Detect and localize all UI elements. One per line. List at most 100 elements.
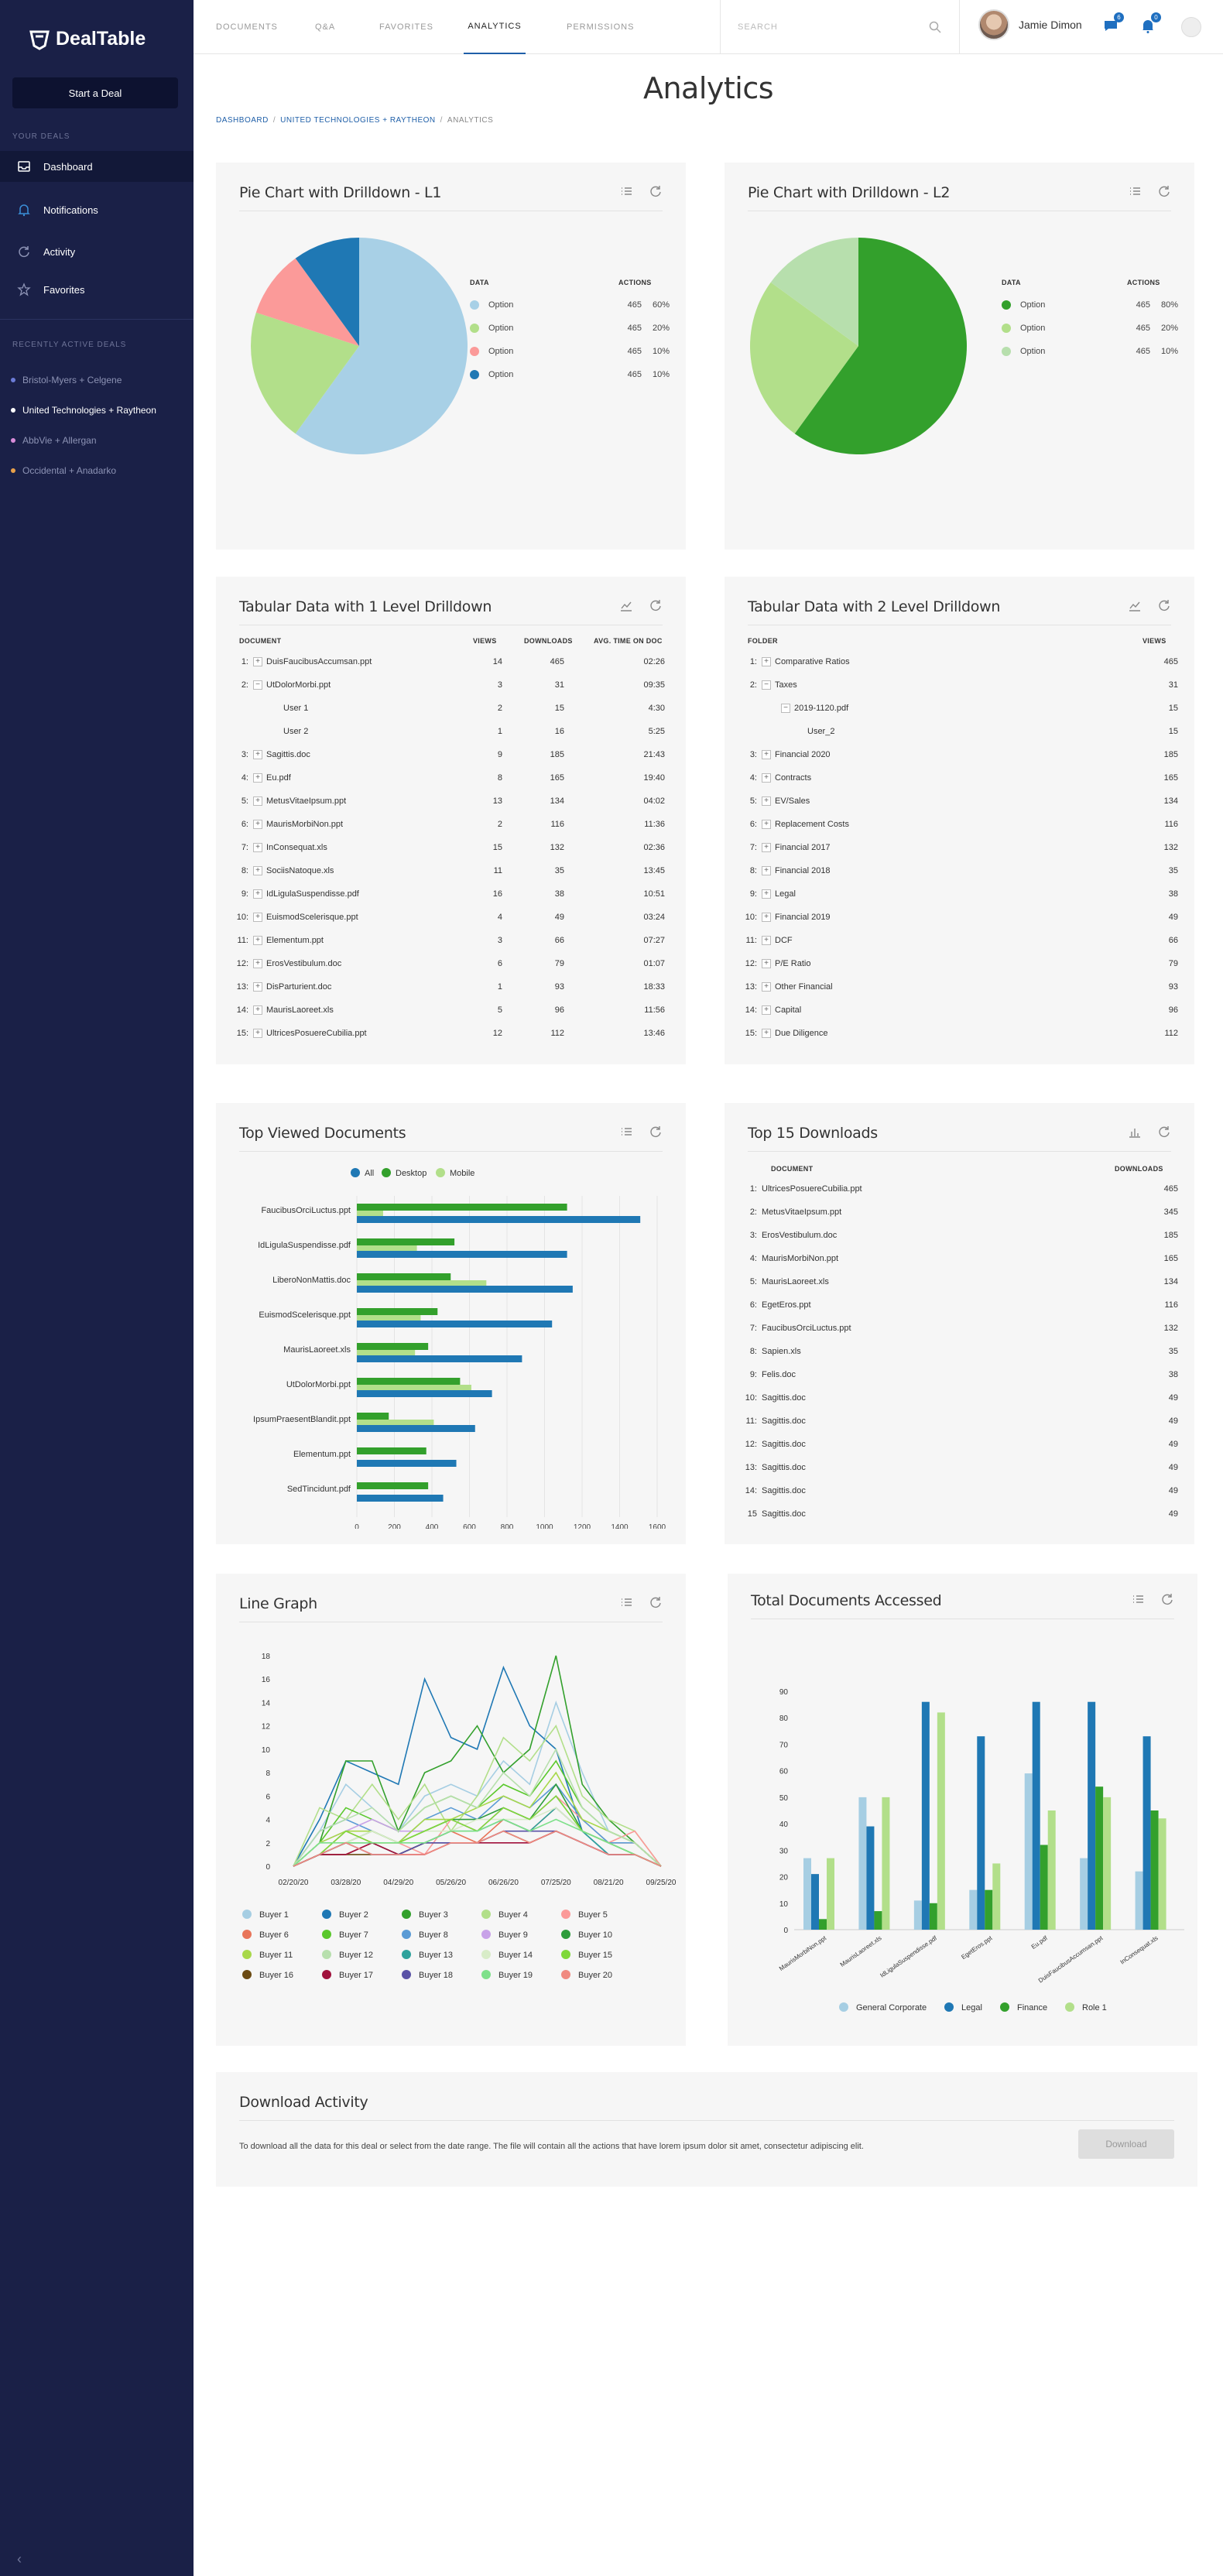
list-icon[interactable]	[1128, 184, 1142, 198]
table-row[interactable]: 15: + Due Diligence 112	[740, 1022, 1181, 1045]
breadcrumb-dashboard[interactable]: DASHBOARD	[216, 116, 269, 125]
table-row[interactable]: 13: + Other Financial 93	[740, 975, 1181, 999]
refresh-icon[interactable]	[1160, 1592, 1174, 1606]
collapse-icon[interactable]: −	[781, 704, 790, 713]
list-item[interactable]: 14: Sagittis.doc 49	[740, 1479, 1181, 1502]
recent-deal-item[interactable]: United Technologies + Raytheon	[11, 405, 156, 416]
recent-deal-item[interactable]: Occidental + Anadarko	[11, 465, 116, 476]
table-row[interactable]: 5: + EV/Sales 134	[740, 790, 1181, 813]
legend-item[interactable]: Option 465 20%	[1002, 324, 1178, 333]
expand-icon[interactable]: +	[762, 982, 771, 992]
expand-icon[interactable]: +	[253, 936, 262, 945]
collapse-icon[interactable]: −	[762, 680, 771, 690]
table-row[interactable]: 9: + Legal 38	[740, 882, 1181, 906]
expand-icon[interactable]: +	[253, 820, 262, 829]
expand-icon[interactable]: +	[253, 959, 262, 968]
list-item[interactable]: 2: MetusVitaeIpsum.ppt 345	[740, 1201, 1181, 1224]
legend-item[interactable]: Option 465 20%	[470, 324, 670, 333]
table-row[interactable]: 8: + Financial 2018 35	[740, 859, 1181, 882]
expand-icon[interactable]: +	[253, 982, 262, 992]
legend-item[interactable]: Option 465 60%	[470, 300, 670, 310]
list-item[interactable]: 15 Sagittis.doc 49	[740, 1502, 1181, 1526]
messages-icon[interactable]: 6	[1102, 12, 1124, 34]
sidebar-item-favorites[interactable]: Favorites	[0, 274, 194, 305]
table-row[interactable]: 6: + MaurisMorbiNon.ppt 2 116 11:36	[231, 813, 673, 836]
refresh-icon[interactable]	[649, 184, 663, 198]
table-row[interactable]: 3: + Financial 2020 185	[740, 743, 1181, 766]
list-item[interactable]: 9: Felis.doc 38	[740, 1363, 1181, 1386]
collapse-icon[interactable]: −	[253, 680, 262, 690]
expand-icon[interactable]: +	[253, 773, 262, 783]
refresh-icon[interactable]	[649, 1595, 663, 1609]
refresh-icon[interactable]	[649, 598, 663, 612]
sidebar-item-notifications[interactable]: Notifications	[0, 194, 194, 225]
table-row[interactable]: 4: + Eu.pdf 8 165 19:40	[231, 766, 673, 790]
refresh-icon[interactable]	[649, 1125, 663, 1139]
expand-icon[interactable]: +	[253, 866, 262, 875]
list-item[interactable]: 3: ErosVestibulum.doc 185	[740, 1224, 1181, 1247]
pie-chart[interactable]	[746, 234, 971, 458]
table-row[interactable]: 4: + Contracts 165	[740, 766, 1181, 790]
table-row[interactable]: 14: + Capital 96	[740, 999, 1181, 1022]
table-row[interactable]: 2: − Taxes 31	[740, 673, 1181, 697]
table-row[interactable]: −2019-1120.pdf 15	[740, 697, 1181, 720]
expand-icon[interactable]: +	[762, 913, 771, 922]
tab-favorites[interactable]: FAVORITES	[379, 22, 433, 32]
expand-icon[interactable]: +	[762, 773, 771, 783]
collapse-sidebar-icon[interactable]: ‹	[17, 2551, 22, 2567]
tab-qa[interactable]: Q&A	[315, 22, 336, 32]
recent-deal-item[interactable]: Bristol-Myers + Celgene	[11, 375, 122, 385]
expand-icon[interactable]: +	[762, 750, 771, 759]
user-menu[interactable]: Jamie Dimon	[978, 9, 1082, 40]
table-row[interactable]: 12: + ErosVestibulum.doc 6 79 01:07	[231, 952, 673, 975]
table-row[interactable]: 9: + IdLigulaSuspendisse.pdf 16 38 10:51	[231, 882, 673, 906]
sidebar-item-activity[interactable]: Activity	[0, 236, 194, 267]
table-row[interactable]: 12: + P/E Ratio 79	[740, 952, 1181, 975]
expand-icon[interactable]: +	[253, 750, 262, 759]
table-row[interactable]: 7: + InConsequat.xls 15 132 02:36	[231, 836, 673, 859]
expand-icon[interactable]: +	[253, 657, 262, 666]
list-item[interactable]: 10: Sagittis.doc 49	[740, 1386, 1181, 1410]
list-icon[interactable]	[619, 1595, 633, 1609]
expand-icon[interactable]: +	[762, 820, 771, 829]
list-item[interactable]: 8: Sapien.xls 35	[740, 1340, 1181, 1363]
expand-icon[interactable]: +	[762, 796, 771, 806]
expand-icon[interactable]: +	[253, 1005, 262, 1015]
table-row[interactable]: 6: + Replacement Costs 116	[740, 813, 1181, 836]
list-item[interactable]: 6: EgetEros.ppt 116	[740, 1293, 1181, 1317]
search-input[interactable]: SEARCH	[720, 0, 960, 54]
legend-item[interactable]: Option 465 10%	[470, 370, 670, 379]
list-icon[interactable]	[619, 184, 633, 198]
table-row[interactable]: User 2 1 16 5:25	[231, 720, 673, 743]
table-row[interactable]: 13: + DisParturient.doc 1 93 18:33	[231, 975, 673, 999]
table-row[interactable]: 14: + MaurisLaoreet.xls 5 96 11:56	[231, 999, 673, 1022]
expand-icon[interactable]: +	[762, 959, 771, 968]
expand-icon[interactable]: +	[253, 796, 262, 806]
vertical-bar-chart[interactable]: 0 10 20 30 40 50 60 70 80 90 MaurisMorbiNon.ppt Mau…	[728, 1628, 1197, 2038]
pie-chart[interactable]	[247, 234, 471, 458]
chart-icon[interactable]	[619, 598, 633, 612]
expand-icon[interactable]: +	[253, 843, 262, 852]
list-item[interactable]: 12: Sagittis.doc 49	[740, 1433, 1181, 1456]
expand-icon[interactable]: +	[762, 1029, 771, 1038]
sidebar-item-dashboard[interactable]: Dashboard	[0, 151, 194, 182]
tab-permissions[interactable]: PERMISSIONS	[567, 22, 635, 32]
table-row[interactable]: 7: + Financial 2017 132	[740, 836, 1181, 859]
expand-icon[interactable]: +	[253, 889, 262, 899]
tab-analytics[interactable]: ANALYTICS	[464, 0, 526, 54]
expand-icon[interactable]: +	[253, 913, 262, 922]
bar-chart-icon[interactable]	[1128, 1125, 1142, 1139]
tab-documents[interactable]: DOCUMENTS	[216, 22, 278, 32]
expand-icon[interactable]: +	[762, 866, 771, 875]
table-row[interactable]: User_2 15	[740, 720, 1181, 743]
line-chart[interactable]: 0 2 4 6 8 10 12 14 16 18 02/20/20 03/28/20 04/29/20 0…	[216, 1628, 686, 2038]
list-icon[interactable]	[619, 1125, 633, 1139]
notifications-bell-icon[interactable]: 0	[1139, 12, 1161, 34]
expand-icon[interactable]: +	[762, 936, 771, 945]
table-row[interactable]: User 1 2 15 4:30	[231, 697, 673, 720]
table-row[interactable]: 15: + UltricesPosuereCubilia.ppt 12 112 13:46	[231, 1022, 673, 1045]
horizontal-bar-chart[interactable]: All Desktop Mobile 0 200 400 600 800 1000 1200 140…	[216, 1157, 686, 1529]
download-button[interactable]: Download	[1078, 2129, 1174, 2159]
list-item[interactable]: 4: MaurisMorbiNon.ppt 165	[740, 1247, 1181, 1270]
refresh-icon[interactable]	[1157, 1125, 1171, 1139]
